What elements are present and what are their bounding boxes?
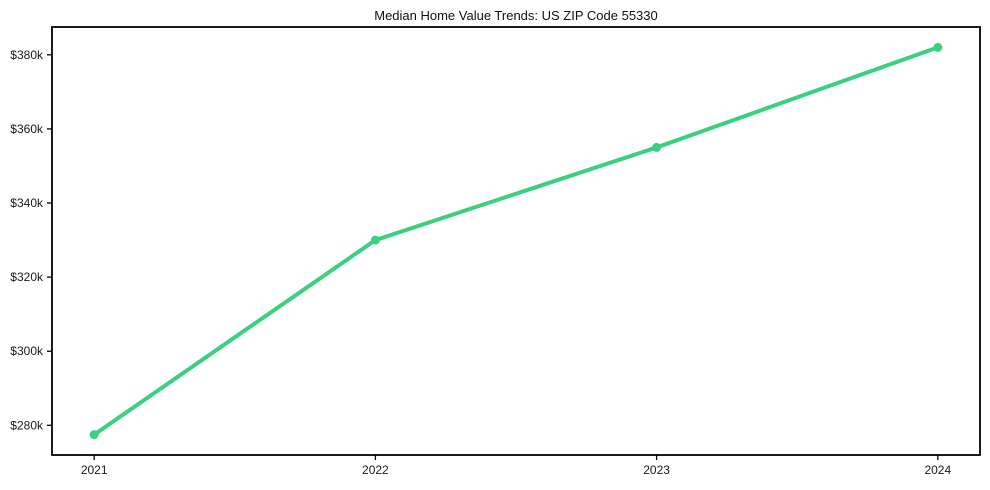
data-point-marker: [652, 142, 662, 152]
x-tick-label: 2023: [643, 463, 670, 477]
y-tick-label: $320k: [10, 270, 44, 284]
y-tick-label: $280k: [10, 418, 44, 432]
y-tick-label: $380k: [10, 48, 44, 62]
plot-border: [51, 26, 981, 456]
data-point-marker: [370, 235, 380, 245]
chart-title: Median Home Value Trends: US ZIP Code 55…: [374, 8, 658, 23]
data-point-marker: [89, 430, 99, 440]
data-point-marker: [933, 42, 943, 52]
y-tick-label: $360k: [10, 122, 44, 136]
x-tick-label: 2024: [924, 463, 951, 477]
y-tick-label: $340k: [10, 196, 44, 210]
x-tick-label: 2021: [81, 463, 108, 477]
y-tick-label: $300k: [10, 344, 44, 358]
x-tick-label: 2022: [362, 463, 389, 477]
trend-line: [92, 45, 940, 437]
